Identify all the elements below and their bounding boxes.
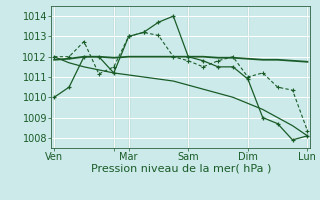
X-axis label: Pression niveau de la mer( hPa ): Pression niveau de la mer( hPa ) [91,164,271,174]
